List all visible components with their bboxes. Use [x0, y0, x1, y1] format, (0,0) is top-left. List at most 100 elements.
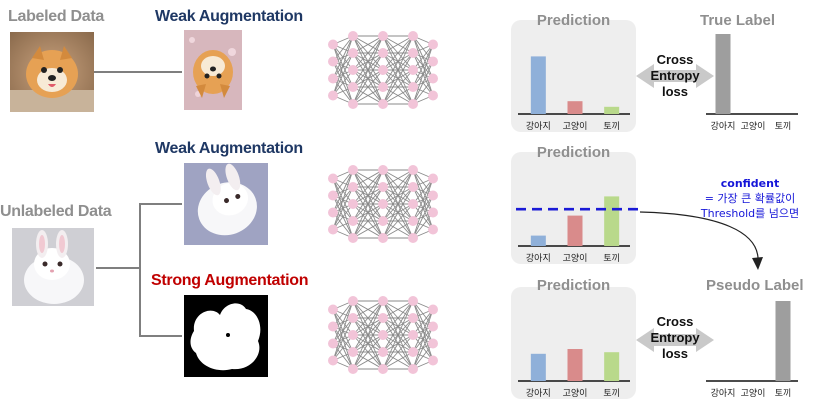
- network-node: [348, 313, 358, 323]
- network-node: [378, 347, 388, 357]
- prediction-title-1: Prediction: [536, 12, 611, 29]
- network-node: [408, 199, 418, 209]
- category-tick-label: 고양이: [740, 122, 766, 132]
- network-node: [408, 82, 418, 92]
- confident-title: confident: [720, 177, 780, 190]
- confident-line-3: Threshold를 넘으면: [700, 207, 800, 220]
- network-edge: [352, 169, 384, 205]
- network-edge: [332, 35, 354, 96]
- category-tick-label: 고양이: [740, 389, 766, 399]
- network-node: [428, 39, 438, 50]
- rabbit-strong-augmented-image: [184, 295, 268, 377]
- network-edge: [332, 317, 354, 361]
- cross-entropy-line: loss: [661, 346, 688, 361]
- network-node: [328, 304, 338, 315]
- network-node: [378, 296, 388, 306]
- double-arrow-icon: [636, 328, 714, 352]
- network-edge: [382, 317, 414, 370]
- network-node: [328, 207, 338, 218]
- network-edge: [412, 326, 434, 370]
- cross-entropy-loss-text-1: Cross Entropy loss: [640, 52, 710, 100]
- cross-entropy-loss-text-2: Cross Entropy loss: [640, 314, 710, 362]
- network-node: [348, 48, 358, 58]
- network-node: [378, 330, 388, 340]
- network-node: [428, 355, 438, 366]
- network-node: [428, 190, 438, 201]
- category-tick-label: 강아지: [525, 389, 551, 399]
- category-tick-label: 강아지: [710, 122, 736, 132]
- category-tick-label: 강아지: [525, 254, 551, 264]
- category-tick-label: 토끼: [774, 122, 792, 132]
- rabbit-weak-augmented-image: [184, 163, 268, 245]
- network-node: [428, 304, 438, 315]
- network-edge: [332, 52, 354, 96]
- network-node: [348, 65, 358, 75]
- network-edge: [332, 300, 354, 344]
- network-node: [328, 355, 338, 366]
- network-node: [378, 48, 388, 58]
- network-node: [428, 207, 438, 218]
- network-node: [328, 73, 338, 84]
- network-node: [378, 364, 388, 374]
- network-node: [328, 173, 338, 184]
- network-edge: [412, 178, 434, 205]
- category-tick-label: 고양이: [562, 389, 588, 399]
- network-node: [378, 199, 388, 209]
- prediction-title-3: Prediction: [536, 277, 611, 294]
- weak-branch-connector: [96, 203, 182, 269]
- confident-annotation: confident = 가장 큰 확률값이 Threshold를 넘으면: [680, 176, 820, 221]
- network-edge: [352, 300, 384, 336]
- network-node: [348, 216, 358, 226]
- network-node: [328, 224, 338, 235]
- arrow-head-icon: [752, 257, 763, 270]
- network-node: [378, 313, 388, 323]
- network-node: [428, 90, 438, 101]
- network-node: [348, 296, 358, 306]
- bar-prediction_strong-0: [530, 353, 546, 381]
- network-node: [408, 296, 418, 306]
- network-edge: [382, 220, 414, 239]
- network-edge: [382, 334, 414, 370]
- puppy-image: [10, 32, 94, 112]
- network-edge: [332, 169, 354, 230]
- bar-prediction_labeled-0: [530, 56, 546, 114]
- network-edge: [412, 195, 434, 239]
- puppy-weak-augmented-image: [184, 30, 242, 110]
- network-edge: [332, 35, 354, 79]
- unlabeled-data-label: Unlabeled Data: [0, 203, 112, 220]
- category-tick-label: 토끼: [774, 389, 792, 399]
- network-node: [328, 338, 338, 349]
- network-edge: [332, 300, 354, 361]
- category-tick-label: 강아지: [525, 122, 551, 132]
- network-edge: [352, 186, 384, 239]
- network-node: [408, 216, 418, 226]
- network-edge: [382, 351, 414, 370]
- network-edge: [382, 35, 414, 88]
- network-node: [408, 233, 418, 243]
- network-edge: [382, 52, 414, 105]
- cross-entropy-line: Entropy: [650, 68, 700, 83]
- prediction-title-2: Prediction: [536, 144, 611, 161]
- network-node: [428, 321, 438, 332]
- network-node: [428, 338, 438, 349]
- network-edge: [382, 186, 414, 239]
- network-edge: [352, 35, 384, 71]
- network-edge: [352, 169, 384, 239]
- bar-prediction_labeled-1: [567, 101, 583, 114]
- network-edge: [382, 169, 414, 222]
- neural-network-2: [328, 165, 438, 243]
- bar-prediction_strong-1: [567, 349, 583, 381]
- network-edge: [352, 334, 384, 370]
- network-edge: [382, 86, 414, 105]
- network-edge: [352, 169, 384, 188]
- network-node: [408, 347, 418, 357]
- network-edge: [332, 35, 354, 62]
- network-edge: [332, 169, 354, 213]
- network-edge: [332, 69, 354, 96]
- network-node: [378, 182, 388, 192]
- neural-network-1: [328, 31, 438, 109]
- network-node: [328, 190, 338, 201]
- category-tick-label: 고양이: [562, 122, 588, 132]
- network-edge: [382, 169, 414, 205]
